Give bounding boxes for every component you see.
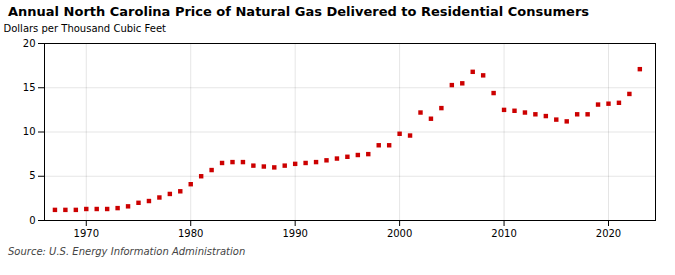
svg-text:20: 20	[23, 38, 36, 49]
svg-text:0: 0	[29, 215, 35, 226]
html-text:Source: U.S. Energy Informatio: Source: U.S. Energy Information Administ…	[8, 246, 246, 257]
html-text:Annual North Carolina Price of: Annual North Carolina Price of Natural G…	[8, 4, 590, 19]
svg-text:10: 10	[23, 126, 36, 137]
svg-text:15: 15	[23, 82, 36, 93]
svg-text:2000: 2000	[387, 228, 412, 239]
svg-text:2020: 2020	[596, 228, 621, 239]
svg-text:1990: 1990	[282, 228, 307, 239]
svg-text:5: 5	[29, 170, 35, 181]
svg-text:1980: 1980	[178, 228, 203, 239]
svg-text:Dollars per Thousand Cubic Fee: Dollars per Thousand Cubic Feet	[4, 23, 167, 34]
svg-text:2010: 2010	[491, 228, 516, 239]
svg-text:1970: 1970	[74, 228, 99, 239]
